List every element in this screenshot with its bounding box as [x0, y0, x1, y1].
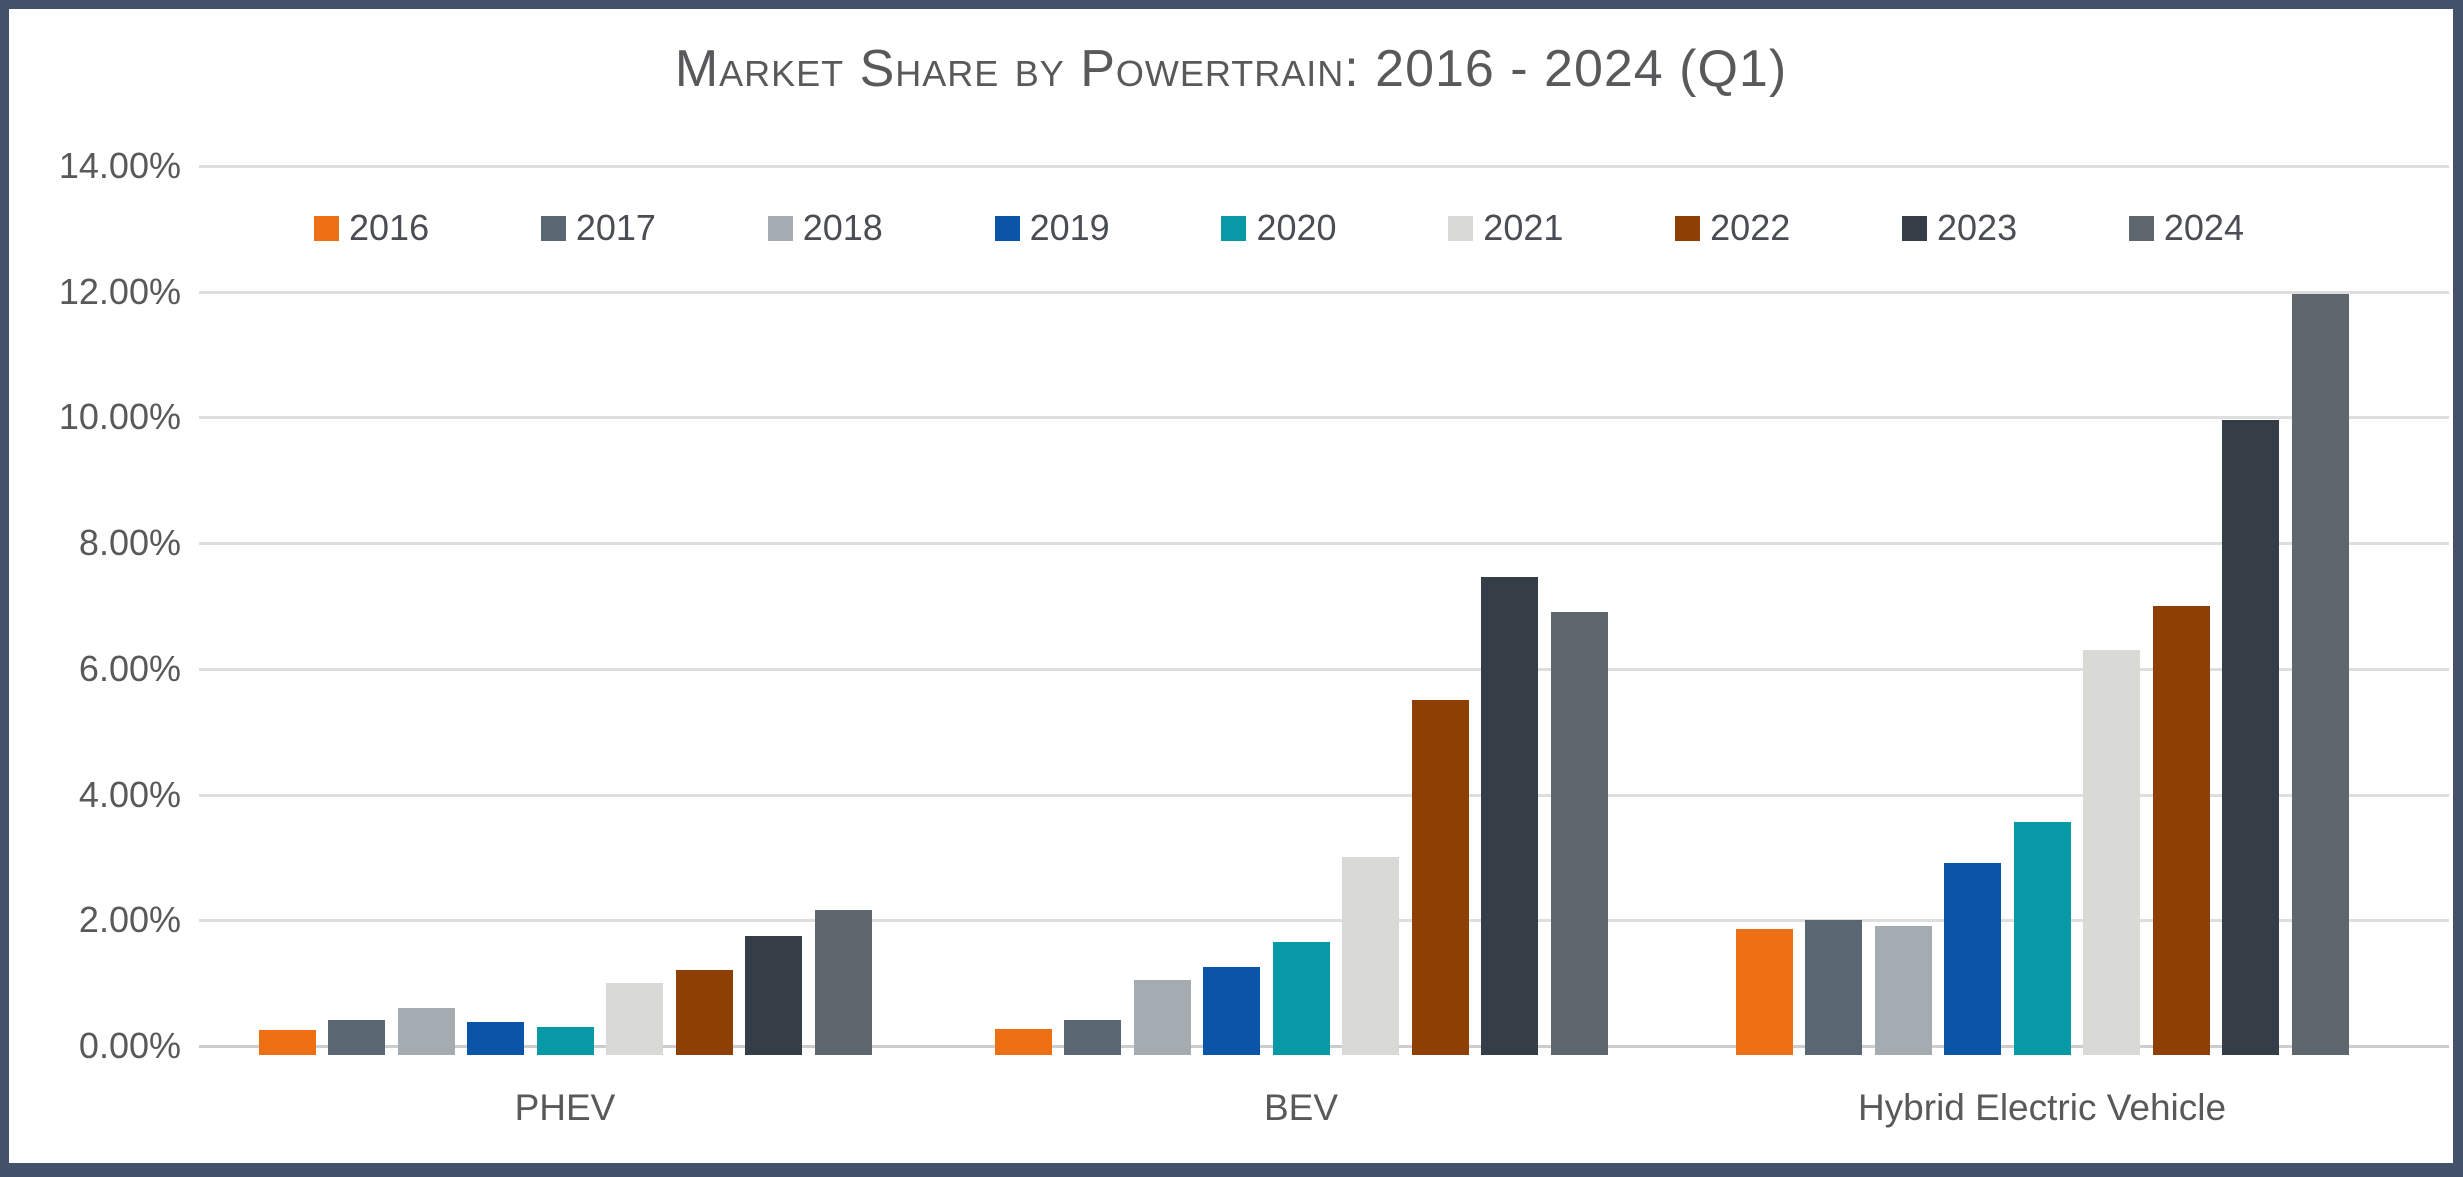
y-axis-tick-label: 2.00% [78, 899, 181, 941]
bar-2022-bev [1411, 699, 1469, 1055]
legend-label: 2023 [1937, 207, 2018, 248]
category-label-bev: BEV [1263, 1087, 1339, 1128]
y-axis-tick-label: 6.00% [78, 647, 181, 689]
bar-2019-bev [1203, 967, 1260, 1055]
y-axis-tick-label: 12.00% [58, 270, 181, 312]
bar-2024-hybrid-electric-vehicle [2291, 294, 2349, 1055]
legend-swatch-2023 [1902, 215, 1928, 241]
bar-2022-hybrid-electric-vehicle [2152, 605, 2210, 1055]
bar-2021-bev [1342, 857, 1399, 1055]
category-label-hybrid-electric-vehicle: Hybrid Electric Vehicle [1857, 1087, 2227, 1128]
bar-2016-bev [994, 1028, 1052, 1055]
bar-2022-phev [675, 970, 733, 1055]
legend-label: 2022 [1710, 207, 1791, 248]
bar-group-bev [994, 175, 1608, 1055]
legend-swatch-2016 [314, 215, 339, 241]
legend-label: 2024 [2163, 207, 2244, 248]
chart-title: Market Share by Powertrain: 2016 - 2024 … [674, 40, 1788, 98]
gridline [199, 919, 2449, 923]
gridline [199, 793, 2449, 797]
legend-swatch-2022 [1675, 215, 1701, 241]
bar-2018-hybrid-electric-vehicle [1874, 926, 1932, 1055]
bar-2021-hybrid-electric-vehicle [2083, 649, 2140, 1055]
legend: 2016 2017 2018 2019 2020 2021 2022 2023 2024 [314, 207, 2244, 249]
legend-item-2020: 2020 [1221, 207, 1337, 249]
bar-2024-bev [1550, 611, 1608, 1055]
bar-2017-bev [1064, 1020, 1121, 1055]
bar-2018-bev [1133, 979, 1191, 1055]
legend-swatch-2024 [2128, 215, 2154, 241]
legend-label: 2018 [802, 207, 883, 248]
legend-swatch-2019 [994, 215, 1020, 241]
bar-2017-phev [328, 1020, 385, 1055]
legend-label: 2016 [349, 207, 430, 248]
bar-2021-phev [606, 982, 663, 1055]
legend-label: 2020 [1256, 207, 1337, 248]
legend-item-2024: 2024 [2128, 207, 2244, 249]
legend-label: 2017 [575, 207, 656, 248]
bar-2018-phev [397, 1007, 455, 1055]
bar-2019-phev [467, 1021, 524, 1055]
gridline [199, 290, 2449, 294]
bar-2020-bev [1272, 941, 1330, 1055]
legend-item-2018: 2018 [767, 207, 883, 249]
legend-item-2017: 2017 [540, 207, 656, 249]
y-axis-tick-label: 0.00% [78, 1025, 181, 1066]
legend-item-2019: 2019 [994, 207, 1110, 249]
gridline [199, 542, 2449, 546]
y-axis-tick-label: 14.00% [58, 145, 181, 186]
bar-2020-phev [536, 1026, 594, 1055]
gridline [199, 416, 2449, 420]
bar-group-phev [258, 175, 872, 1055]
bar-2023-bev [1481, 577, 1538, 1055]
legend-swatch-2021 [1448, 215, 1474, 241]
chart-canvas: Market Share by Powertrain: 2016 - 2024 … [9, 9, 2453, 1163]
bar-group-hybrid-electric-vehicle [1735, 175, 2349, 1055]
bar-2019-hybrid-electric-vehicle [1944, 863, 2001, 1055]
legend-label: 2021 [1483, 207, 1564, 248]
legend-item-2021: 2021 [1448, 207, 1563, 249]
bar-2017-hybrid-electric-vehicle [1805, 919, 1862, 1055]
legend-swatch-2017 [540, 215, 566, 241]
bar-2016-hybrid-electric-vehicle [1735, 929, 1793, 1055]
legend-label: 2019 [1029, 207, 1110, 248]
legend-swatch-2018 [767, 215, 793, 241]
bar-2023-hybrid-electric-vehicle [2222, 420, 2279, 1055]
y-axis-tick-label: 4.00% [78, 773, 181, 815]
legend-item-2022: 2022 [1675, 207, 1790, 249]
y-axis-tick-label: 8.00% [78, 522, 181, 564]
legend-item-2023: 2023 [1902, 207, 2017, 249]
category-label-phev: PHEV [514, 1087, 616, 1128]
bar-2023-phev [745, 935, 802, 1055]
legend-swatch-2020 [1221, 215, 1247, 241]
bar-2020-hybrid-electric-vehicle [2013, 822, 2071, 1055]
gridline [199, 667, 2449, 671]
bar-2024-phev [814, 910, 872, 1055]
legend-item-2016: 2016 [314, 207, 429, 249]
bar-2016-phev [258, 1029, 316, 1055]
gridline [199, 165, 2449, 168]
y-axis-tick-label: 10.00% [58, 396, 181, 438]
